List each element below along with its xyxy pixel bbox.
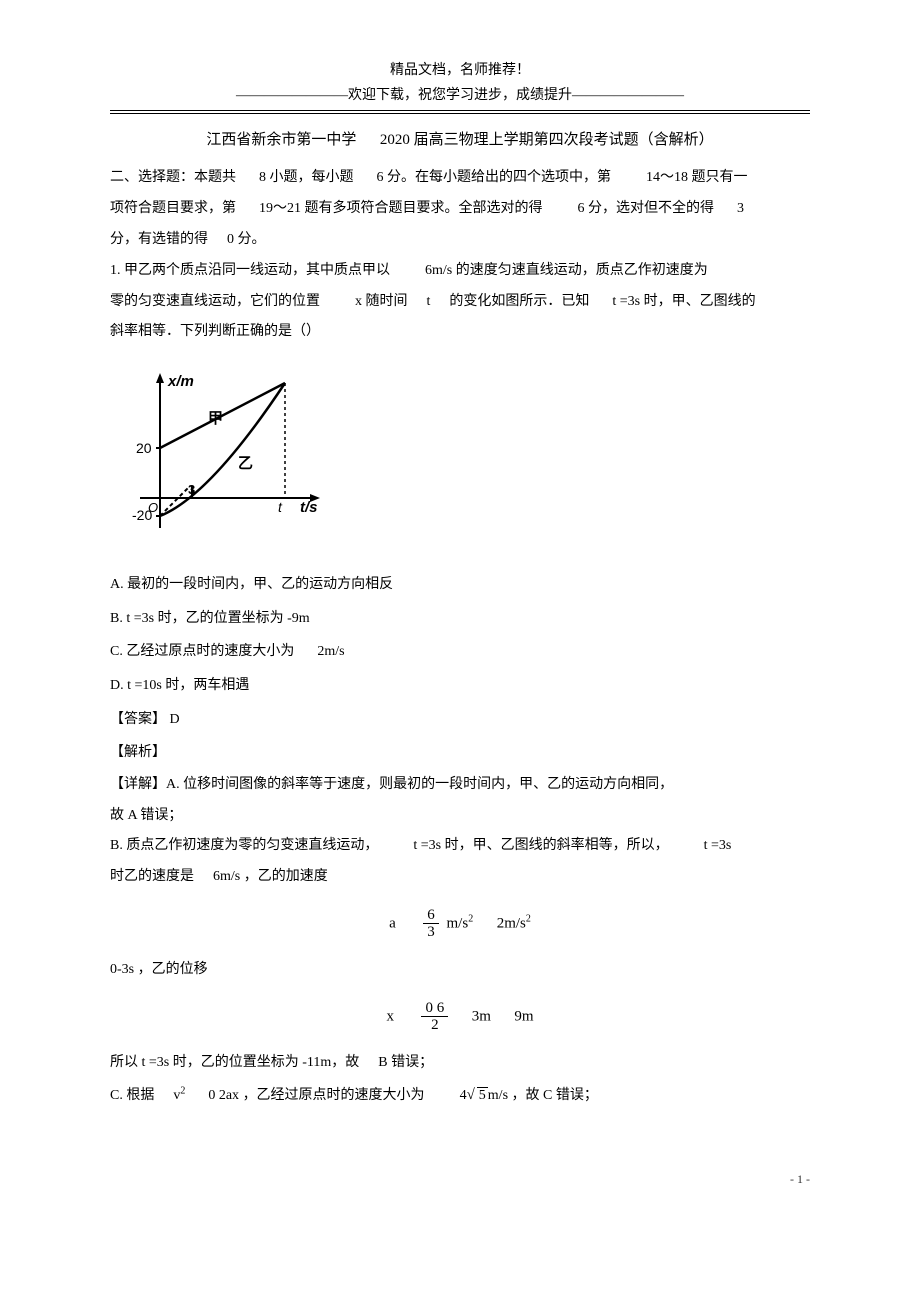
eq-a-rhs: 2m/s [497, 915, 526, 931]
instr-1d: 6 [377, 170, 384, 185]
instr-1e: 分。在每小题给出的四个选项中，第 [387, 170, 611, 185]
eq-a-den: 3 [423, 924, 439, 941]
instr-3b: 0 [227, 232, 234, 247]
origin-label: O [148, 500, 158, 515]
q1-1b: 6m/s [425, 263, 452, 278]
instr-2a: 项符合题目要求，第 [110, 201, 236, 216]
eq-a-num: 6 [423, 907, 439, 925]
jiexi-label: 【解析】 [110, 736, 810, 770]
eq-x-rhs: 9m [514, 1008, 533, 1024]
eq-v2-rhs: 0 2ax [208, 1088, 239, 1103]
xtick-t: t [278, 499, 283, 515]
answer-line: 【答案】 D [110, 703, 810, 737]
instr-2e: 分，选对但不全的得 [588, 201, 714, 216]
eq-a-units: m/s [447, 915, 469, 931]
q1-2a: 零的匀变速直线运动，它们的位置 [110, 294, 320, 309]
instr-1b: 8 [259, 170, 266, 185]
question-1-stem: 1. 甲乙两个质点沿同一线运动，其中质点甲以 6m/s 的速度匀速直线运动，质点… [110, 256, 810, 348]
instr-1a: 二、选择题：本题共 [110, 170, 236, 185]
curve-jia-label: 甲 [208, 410, 223, 427]
q1-2b: x [355, 294, 362, 309]
detail-b-line2: 时乙的速度是 6m/s ，乙的加速度 [110, 862, 810, 893]
figure-xt-graph: 20 -20 3 t O x/m t/s 甲 乙 [130, 368, 810, 548]
option-a: A. 最初的一段时间内，甲、乙的运动方向相反 [110, 568, 810, 602]
sqrt-icon: 5 [467, 1079, 488, 1112]
detail-a-line1: 【详解】A. 位移时间图像的斜率等于速度，则最初的一段时间内，甲、乙的运动方向相… [110, 770, 810, 801]
q1-1a: 1. 甲乙两个质点沿同一线运动，其中质点甲以 [110, 263, 390, 278]
instr-2c: 题有多项符合题目要求。全部选对的得 [305, 201, 543, 216]
title-rest: 届高三物理上学期第四次段考试题（含解析） [414, 132, 714, 148]
ytick-20: 20 [136, 440, 152, 456]
eq-v2: v2 [173, 1088, 185, 1103]
detail-b-line3: 所以 t =3s 时，乙的位置坐标为 -11m，故 B 错误； [110, 1048, 810, 1079]
answer-value: D [170, 712, 180, 727]
header-rule-2 [110, 113, 810, 114]
instr-2b: 19～21 [259, 201, 301, 216]
detail-a-line2: 故 A 错误； [110, 801, 810, 832]
eq-x-num: 0 6 [421, 1000, 448, 1018]
eq-x-den: 2 [421, 1017, 448, 1034]
instr-2f: 3 [737, 201, 744, 216]
instr-2d: 6 [578, 201, 585, 216]
instr-3c: 分。 [238, 232, 266, 247]
q1-3: 斜率相等．下列判断正确的是（） [110, 324, 320, 339]
curve-yi-label: 乙 [238, 456, 253, 472]
x-axis-label: t/s [300, 499, 318, 516]
answer-label: 【答案】 [110, 712, 166, 727]
instr-1f: 14～18 [646, 170, 688, 185]
instructions-block: 二、选择题：本题共 8 小题，每小题 6 分。在每小题给出的四个选项中，第 14… [110, 163, 810, 255]
option-c: C. 乙经过原点时的速度大小为 2m/s [110, 635, 810, 669]
graph-svg: 20 -20 3 t O x/m t/s 甲 乙 [130, 368, 330, 548]
document-title: 江西省新余市第一中学 2020 届高三物理上学期第四次段考试题（含解析） [110, 128, 810, 149]
title-prefix: 江西省新余市第一中学 [206, 132, 356, 148]
option-b: B. t =3s 时，乙的位置坐标为 -9m [110, 602, 810, 636]
detail-b-line1: B. 质点乙作初速度为零的匀变速直线运动， t =3s 时，甲、乙图线的斜率相等… [110, 831, 810, 862]
instr-1g: 题只有一 [692, 170, 748, 185]
q1-2e: 的变化如图所示．已知 [449, 294, 589, 309]
y-axis-label: x/m [167, 373, 194, 390]
eq-x-times: 3m [472, 1008, 491, 1024]
options-block: A. 最初的一段时间内，甲、乙的运动方向相反 B. t =3s 时，乙的位置坐标… [110, 568, 810, 702]
header-line2: ————————欢迎下载，祝您学习进步，成绩提升———————— [110, 84, 810, 104]
q1-2d: t [427, 294, 431, 309]
q1-2f: t =3s [612, 294, 640, 309]
c-units: m/s [488, 1088, 508, 1103]
q1-2c: 随时间 [366, 294, 408, 309]
instr-3a: 分，有选错的得 [110, 232, 208, 247]
q1-2g: 时，甲、乙图线的 [644, 294, 756, 309]
instr-1c: 小题，每小题 [270, 170, 354, 185]
option-d: D. t =10s 时，两车相遇 [110, 669, 810, 703]
detail-s03: 0-3s ，乙的位移 [110, 955, 810, 986]
title-year: 2020 [380, 132, 410, 148]
header-line1: 精品文档，名师推荐！ [110, 60, 810, 82]
q1-1c: 的速度匀速直线运动，质点乙作初速度为 [456, 263, 708, 278]
page-container: 精品文档，名师推荐！ ————————欢迎下载，祝您学习进步，成绩提升—————… [0, 0, 920, 1247]
detail-c-line: C. 根据 v2 0 2ax ，乙经过原点时的速度大小为 45m/s ，故 C … [110, 1079, 810, 1112]
equation-a: a 6 3 m/s2 2m/s2 [110, 907, 810, 941]
header-rule-1 [110, 110, 810, 111]
detail-block: 【详解】A. 位移时间图像的斜率等于速度，则最初的一段时间内，甲、乙的运动方向相… [110, 770, 810, 893]
equation-x: x 0 6 2 3m 9m [110, 1000, 810, 1034]
c-val: 4 [460, 1088, 467, 1103]
page-number: - 1 - [110, 1172, 810, 1187]
